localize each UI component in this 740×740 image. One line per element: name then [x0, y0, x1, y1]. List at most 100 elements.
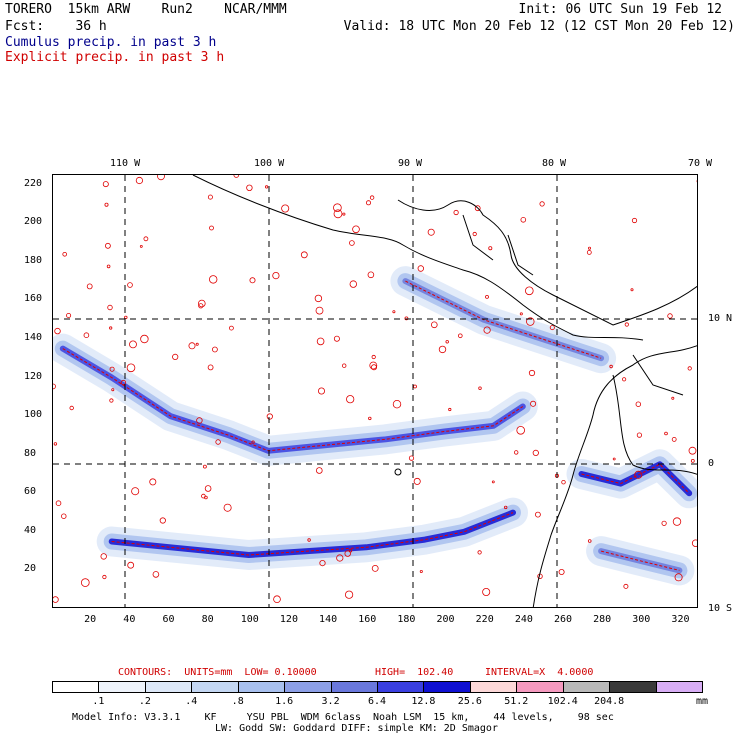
- contour-interval-label: INTERVAL=X 4.0000: [485, 667, 594, 678]
- explicit-contour-cell: [621, 377, 627, 382]
- explicit-contour-cell: [54, 327, 61, 335]
- galapagos-islands: [394, 468, 402, 476]
- explicit-contour-cell: [333, 203, 342, 213]
- lat-label-10n: 10 N: [708, 313, 733, 324]
- explicit-contour-cell: [208, 275, 218, 284]
- explicit-contour-cell: [129, 340, 137, 349]
- explicit-contour-cell: [188, 342, 196, 350]
- explicit-contour-cell: [111, 388, 115, 392]
- explicit-contour-cell: [127, 561, 135, 569]
- explicit-contour-cell: [62, 252, 68, 257]
- explicit-contour-cell: [483, 326, 491, 334]
- explicit-contour-cell: [404, 316, 409, 321]
- explicit-contour-cell: [196, 417, 203, 424]
- explicit-contour-cell: [102, 574, 107, 580]
- explicit-contour-cell: [86, 283, 93, 290]
- x-tick-label: 120: [279, 614, 298, 625]
- colorbar-label: .2: [138, 696, 151, 707]
- explicit-contour-cell: [690, 458, 695, 463]
- coastline-central-america: [192, 175, 644, 341]
- colorbar-swatch: [377, 681, 425, 693]
- precip-band-panama-centralamerica: [402, 278, 605, 362]
- explicit-contour-cell: [228, 325, 234, 331]
- explicit-contour-cell: [368, 416, 372, 421]
- x-tick-label: 260: [553, 614, 573, 625]
- explicit-contour-cell: [371, 354, 376, 360]
- legend-units: mm: [696, 696, 709, 707]
- x-tick-label: 60: [162, 614, 175, 625]
- explicit-contour-cell: [69, 405, 74, 411]
- lon-label-80w: 80 W: [542, 158, 567, 169]
- explicit-contour-cell: [307, 538, 311, 542]
- explicit-contour-cell: [696, 180, 697, 183]
- header-init-time: Init: 06 UTC Sun 19 Feb 12: [518, 2, 723, 17]
- explicit-contour-cell: [172, 353, 179, 360]
- explicit-contour-cell: [109, 398, 114, 403]
- explicit-contour-cell: [514, 450, 519, 455]
- explicit-contour-cell: [369, 361, 378, 370]
- x-tick-label: 180: [397, 614, 416, 625]
- cumulus-precip-label: Cumulus precip. in past 3 h: [5, 35, 217, 50]
- colorbar-swatch: [284, 681, 332, 693]
- model-info-line1: Model Info: V3.3.1 KF YSU PBL WDM 6class…: [72, 712, 614, 723]
- explicit-contour-cell: [207, 364, 214, 371]
- colorbar-swatch: [52, 681, 100, 693]
- explicit-contour: [581, 463, 690, 494]
- explicit-contour-cell: [370, 364, 377, 371]
- header-forecast-hour: Fcst: 36 h: [5, 19, 107, 34]
- explicit-contour-cell: [636, 432, 643, 438]
- explicit-contour-cell: [107, 304, 113, 311]
- explicit-contour-cell: [612, 457, 616, 461]
- explicit-contour-cell: [623, 583, 629, 589]
- explicit-contour-cell: [482, 587, 491, 596]
- y-tick-label: 40: [24, 524, 37, 536]
- header-valid-time: Valid: 18 UTC Mon 20 Feb 12 (12 CST Mon …: [343, 19, 735, 34]
- explicit-contour-cell: [109, 326, 113, 330]
- colorbar-label: 12.8: [411, 696, 436, 707]
- colorbar-swatch: [655, 681, 703, 693]
- explicit-contour-cell: [198, 303, 204, 309]
- explicit-contour: [111, 512, 514, 556]
- colorbar-label: 51.2: [504, 696, 529, 707]
- explicit-contour-cell: [135, 176, 144, 185]
- lon-label-90w: 90 W: [398, 158, 423, 169]
- explicit-contour-cell: [453, 209, 459, 216]
- explicit-contour-cell: [474, 205, 481, 212]
- explicit-contour-cell: [352, 225, 360, 234]
- x-tick-label: 280: [593, 614, 612, 625]
- colorbar-swatch: [423, 681, 471, 693]
- explicit-contour-cell: [202, 464, 207, 469]
- explicit-contour-cell: [477, 550, 482, 555]
- lon-label-70w: 70 W: [688, 158, 713, 169]
- x-tick-label: 40: [123, 614, 136, 625]
- x-tick-label: 220: [475, 614, 494, 625]
- lon-label-100w: 100 W: [254, 158, 285, 169]
- explicit-contour: [600, 550, 680, 571]
- lat-label-10s: 10 S: [708, 603, 733, 614]
- explicit-contour-cell: [671, 436, 677, 442]
- x-tick-label: 20: [84, 614, 97, 625]
- explicit-contour-cell: [438, 345, 447, 354]
- explicit-contour-cell: [491, 480, 495, 484]
- explicit-contour-cell: [664, 431, 668, 436]
- explicit-contour-cell: [149, 478, 157, 486]
- y-tick-label: 60: [24, 486, 37, 498]
- explicit-contour-cell: [539, 201, 545, 207]
- colorbar-swatch: [562, 681, 611, 693]
- coastline-caribbean: [397, 199, 697, 326]
- explicit-contour-cell: [53, 383, 56, 390]
- y-tick-label: 220: [24, 177, 43, 189]
- explicit-contour-cell: [251, 440, 255, 444]
- explicit-contour-cell: [413, 384, 417, 389]
- colorbar-label: 204.8: [594, 696, 625, 707]
- explicit-contour-cell: [102, 181, 109, 188]
- explicit-contour-cell: [519, 312, 523, 316]
- explicit-contour-cell: [392, 310, 396, 314]
- colorbar-label: 6.4: [367, 696, 387, 707]
- explicit-contour-cell: [674, 573, 683, 582]
- explicit-contour-cell: [207, 194, 213, 200]
- explicit-contour-cell: [430, 321, 438, 329]
- coastline-andes-inland: [612, 374, 697, 475]
- colorbar-swatch: [330, 681, 378, 693]
- explicit-contour-cell: [457, 333, 463, 339]
